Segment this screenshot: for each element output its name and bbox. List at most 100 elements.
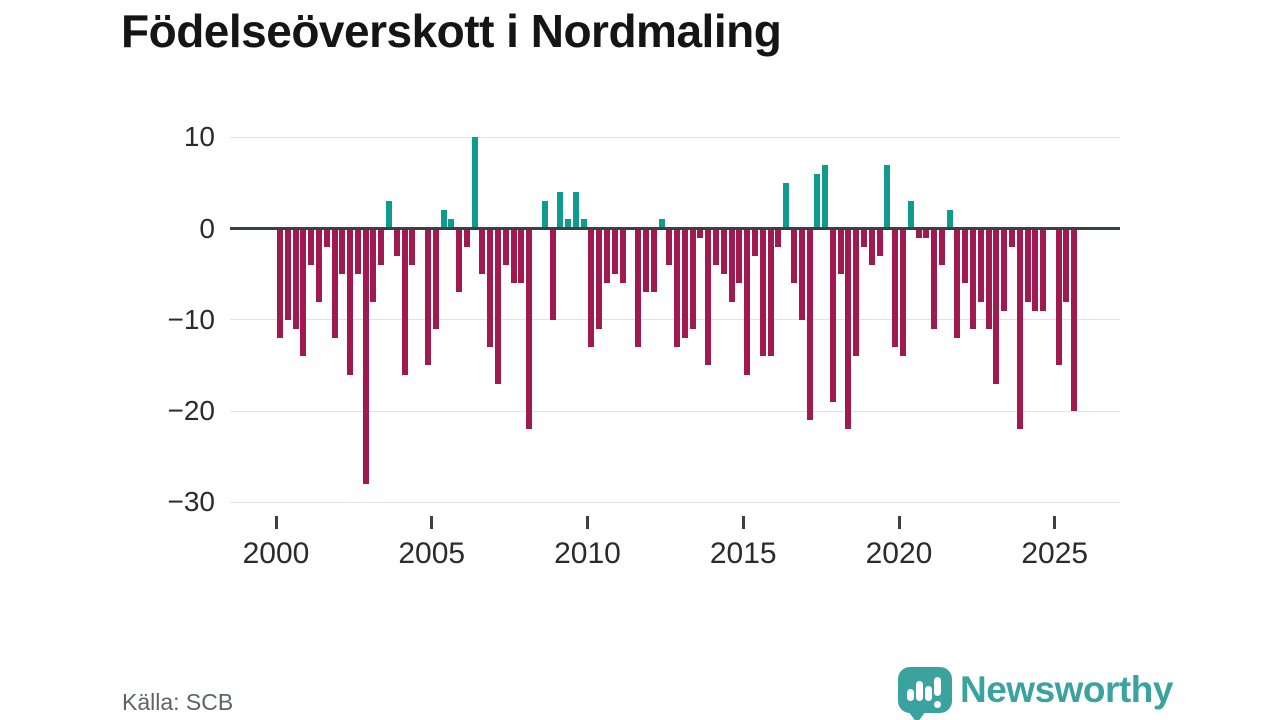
bar-2023Q2 bbox=[1001, 228, 1008, 311]
x-axis-tick bbox=[586, 516, 589, 529]
source-caption: Källa: SCB bbox=[122, 689, 234, 715]
bar-2013Q1 bbox=[681, 228, 688, 339]
bar-2007Q4 bbox=[518, 228, 525, 284]
bar-2008Q1 bbox=[526, 228, 533, 430]
bar-2000Q4 bbox=[300, 228, 307, 357]
bar-2007Q3 bbox=[510, 228, 517, 284]
zero-axis-line bbox=[230, 227, 1120, 230]
bar-2009Q3 bbox=[572, 191, 579, 229]
bar-2015Q1 bbox=[744, 228, 751, 375]
logo-exclamation-icon bbox=[934, 677, 941, 696]
bar-2020Q4 bbox=[923, 228, 930, 238]
bar-2023Q3 bbox=[1008, 228, 1015, 247]
bar-2013Q4 bbox=[705, 228, 712, 366]
chart-title: Födelseöverskott i Nordmaling bbox=[121, 5, 782, 57]
bar-2019Q2 bbox=[876, 228, 883, 256]
bar-2001Q3 bbox=[323, 228, 330, 247]
bar-2005Q2 bbox=[440, 210, 447, 229]
bar-2002Q1 bbox=[339, 228, 346, 275]
bar-2009Q2 bbox=[565, 219, 572, 229]
bar-2025Q1 bbox=[1055, 228, 1062, 366]
bar-2021Q2 bbox=[938, 228, 945, 266]
logo-bubble-tail bbox=[908, 711, 926, 720]
y-axis-tick-label: −10 bbox=[167, 303, 216, 335]
bar-2012Q2 bbox=[658, 219, 665, 229]
bar-2018Q1 bbox=[837, 228, 844, 275]
bar-2016Q1 bbox=[775, 228, 782, 247]
bar-2019Q1 bbox=[868, 228, 875, 266]
bar-2014Q2 bbox=[720, 228, 727, 275]
bar-2005Q3 bbox=[448, 219, 455, 229]
bar-2019Q4 bbox=[892, 228, 899, 348]
bar-2001Q4 bbox=[331, 228, 338, 339]
bar-2000Q3 bbox=[292, 228, 299, 329]
x-axis-tick-label: 2000 bbox=[242, 537, 310, 570]
bar-2021Q1 bbox=[931, 228, 938, 329]
bar-2002Q4 bbox=[362, 228, 369, 485]
bar-2014Q4 bbox=[736, 228, 743, 284]
bar-2010Q2 bbox=[596, 228, 603, 329]
bar-2022Q1 bbox=[962, 228, 969, 284]
x-axis-tick bbox=[897, 516, 901, 529]
logo-exclamation-dot-icon bbox=[934, 701, 941, 708]
bar-2006Q2 bbox=[471, 137, 478, 229]
bar-2012Q3 bbox=[666, 228, 673, 266]
bar-2014Q3 bbox=[728, 228, 735, 302]
logo-bar-icon bbox=[925, 686, 932, 701]
bar-2013Q2 bbox=[689, 228, 696, 329]
gridline bbox=[230, 136, 1120, 138]
gridline bbox=[230, 501, 1120, 503]
x-axis-tick bbox=[741, 516, 745, 529]
bar-2004Q1 bbox=[401, 228, 408, 375]
bar-2011Q3 bbox=[635, 228, 642, 348]
x-axis-tick bbox=[1053, 516, 1057, 529]
bar-2002Q3 bbox=[354, 228, 361, 275]
bar-2018Q4 bbox=[861, 228, 868, 247]
bar-2016Q2 bbox=[783, 182, 790, 229]
bar-2007Q1 bbox=[495, 228, 502, 384]
bar-2025Q2 bbox=[1063, 228, 1070, 302]
bar-2015Q3 bbox=[759, 228, 766, 357]
bar-2008Q4 bbox=[549, 228, 556, 320]
bar-2003Q4 bbox=[393, 228, 400, 256]
bar-2020Q2 bbox=[907, 201, 914, 229]
bar-2023Q1 bbox=[993, 228, 1000, 384]
x-axis-tick-label: 2005 bbox=[398, 537, 466, 570]
bar-2008Q3 bbox=[541, 201, 548, 229]
bar-2017Q2 bbox=[814, 173, 821, 229]
bar-2024Q2 bbox=[1032, 228, 1039, 311]
x-axis-tick bbox=[430, 516, 434, 529]
bar-2006Q4 bbox=[487, 228, 494, 348]
bar-2010Q3 bbox=[604, 228, 611, 284]
bar-2018Q2 bbox=[845, 228, 852, 430]
bar-2015Q4 bbox=[767, 228, 774, 357]
x-axis-tick bbox=[274, 516, 278, 529]
bar-2018Q3 bbox=[853, 228, 860, 357]
bar-2009Q1 bbox=[557, 191, 564, 229]
logo-bar-icon bbox=[916, 681, 923, 701]
bar-2012Q4 bbox=[674, 228, 681, 348]
bar-2024Q3 bbox=[1040, 228, 1047, 311]
bar-2000Q1 bbox=[277, 228, 283, 339]
bar-2012Q1 bbox=[650, 228, 657, 293]
bar-2017Q4 bbox=[829, 228, 836, 402]
bar-2011Q4 bbox=[642, 228, 649, 293]
bar-2016Q4 bbox=[798, 228, 805, 320]
y-axis-tick-label: 0 bbox=[199, 212, 215, 244]
bar-2010Q4 bbox=[611, 228, 618, 275]
bar-2003Q2 bbox=[378, 228, 385, 266]
bar-2017Q3 bbox=[822, 164, 829, 229]
bar-2004Q4 bbox=[424, 228, 431, 366]
bar-2022Q3 bbox=[977, 228, 984, 302]
bar-2021Q3 bbox=[946, 210, 953, 229]
gridline bbox=[230, 410, 1120, 412]
bar-2019Q3 bbox=[884, 164, 891, 229]
bar-2011Q1 bbox=[619, 228, 626, 284]
bar-2009Q4 bbox=[580, 219, 587, 229]
logo-bar-icon bbox=[907, 689, 914, 701]
bar-2015Q2 bbox=[752, 228, 758, 256]
y-axis-tick-label: 10 bbox=[183, 121, 215, 153]
bar-2007Q2 bbox=[502, 228, 509, 266]
bar-2003Q3 bbox=[386, 201, 393, 229]
bar-2001Q2 bbox=[315, 228, 322, 302]
